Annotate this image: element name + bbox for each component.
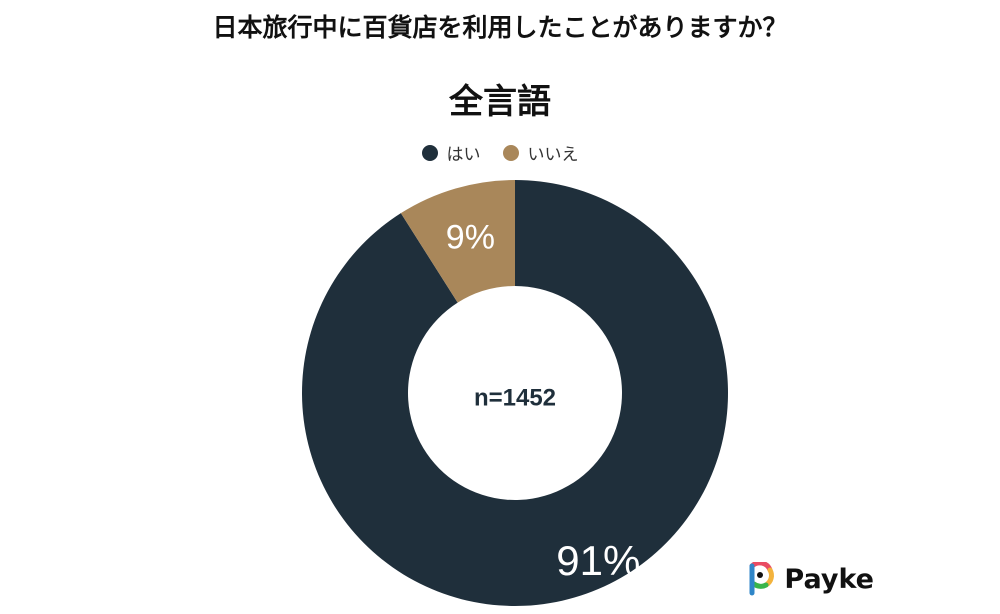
payke-logo: Payke [746,562,874,596]
payke-logo-text: Payke [784,563,874,595]
legend-swatch-no [502,144,519,161]
center-sample-size: n=1452 [474,384,556,411]
slice-no [400,180,515,303]
slice-label-yes: 91% [556,537,640,584]
legend-swatch-yes [421,144,438,161]
slice-yes [302,180,729,606]
donut-slices [302,180,729,606]
payke-logo-icon [749,562,775,596]
slice-label-no: 9% [446,218,495,256]
legend-label-yes: はい [446,145,481,165]
legend-label-no: いいえ [527,145,579,165]
legend-item-no: いいえ [502,140,579,165]
legend-item-yes: はい [421,140,481,165]
legend: はい いいえ [0,140,1000,165]
chart-question: 日本旅行中に百貨店を利用したことがありますか？ [212,13,788,42]
chart-subtitle: 全言語 [449,82,551,122]
